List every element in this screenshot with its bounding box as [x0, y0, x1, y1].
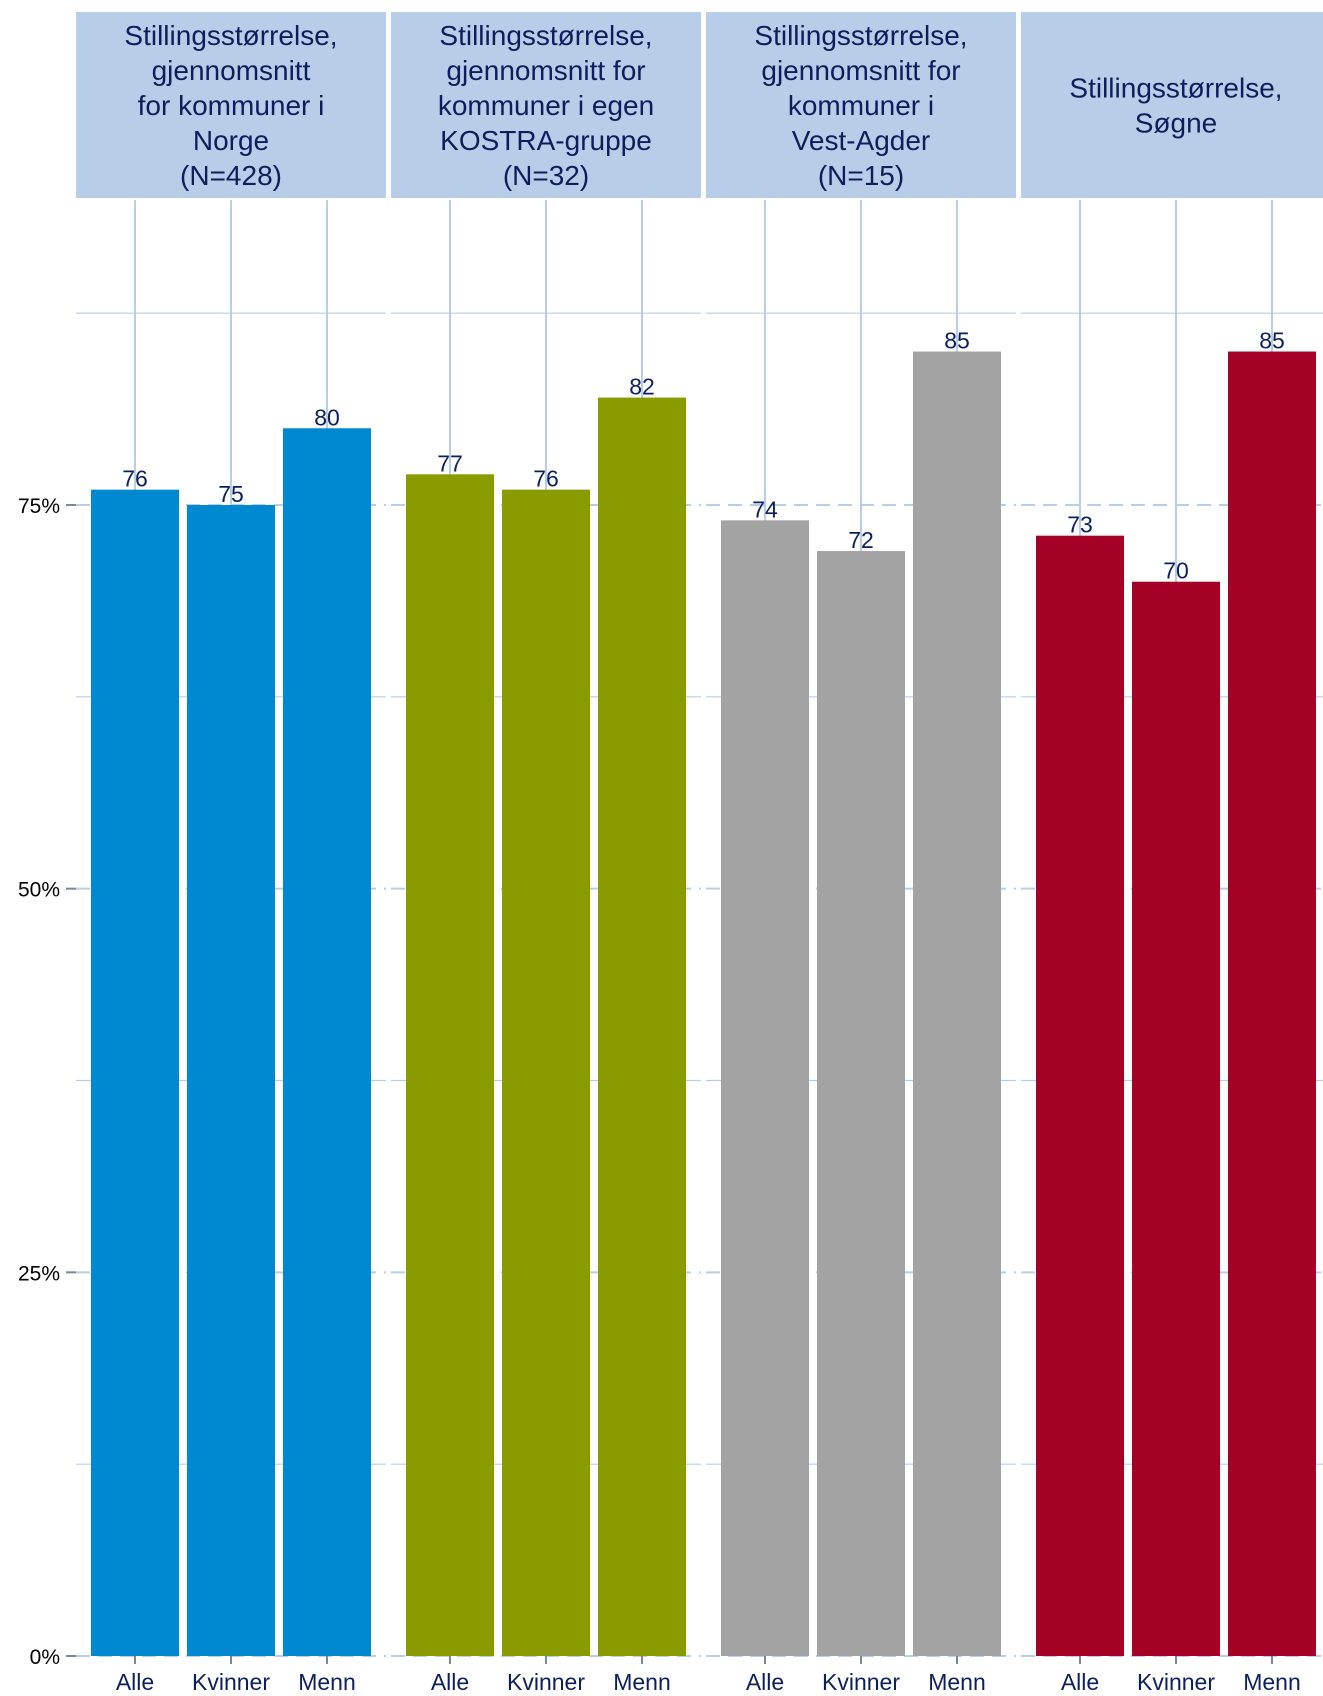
panel-header-background: [706, 12, 1016, 198]
axes: Alle Kvinner Menn Alle Kvinner Menn Alle Kvinne…: [18, 495, 1301, 1695]
x-tick-label: Menn: [613, 1669, 671, 1695]
bar-value-label: 75: [218, 481, 244, 507]
bar-value-label: 74: [752, 496, 778, 522]
x-tick-label: Alle: [431, 1669, 469, 1695]
x-tick-label: Menn: [298, 1669, 356, 1695]
panel-title-line: (N=428): [180, 160, 282, 191]
panel-title-line: Vest-Agder: [792, 125, 931, 156]
panel-title-line: Stillingsstørrelse,: [1069, 73, 1282, 104]
bar-value-label: 85: [944, 328, 970, 354]
panel-title-line: gjennomsnitt for: [446, 55, 645, 86]
panel-title-line: Stillingsstørrelse,: [754, 20, 967, 51]
panel-title-line: kommuner i egen: [438, 90, 654, 121]
x-tick-label: Alle: [116, 1669, 154, 1695]
y-tick-label: 25%: [18, 1262, 60, 1285]
bar: [187, 505, 275, 1656]
panel-title-line: gjennomsnitt: [152, 55, 311, 86]
panel-title-line: KOSTRA-gruppe: [440, 125, 652, 156]
x-tick-label: Menn: [1243, 1669, 1301, 1695]
bar: [913, 351, 1001, 1656]
bar-value-label: 72: [848, 527, 874, 553]
bar-value-label: 76: [533, 466, 559, 492]
x-tick-label: Kvinner: [507, 1669, 585, 1695]
y-tick-label: 50%: [18, 879, 60, 902]
bar-value-label: 85: [1259, 328, 1285, 354]
x-tick-label: Kvinner: [1137, 1669, 1215, 1695]
panel-title-line: kommuner i: [788, 90, 934, 121]
x-tick-label: Kvinner: [192, 1669, 270, 1695]
panel-title-line: Søgne: [1135, 108, 1218, 139]
bar: [817, 551, 905, 1656]
bar-value-label: 70: [1163, 558, 1189, 584]
bar: [406, 474, 494, 1657]
panel-title-line: (N=32): [503, 160, 589, 191]
bar: [283, 428, 371, 1657]
bar: [1036, 535, 1124, 1656]
panel-title-line: Norge: [193, 125, 269, 156]
y-tick-label: 0%: [30, 1646, 60, 1669]
bar-value-label: 77: [437, 450, 463, 476]
bar: [1132, 581, 1220, 1656]
bar: [91, 489, 179, 1656]
bar-labels: 76 75 80 77 76 82 74 72 85 73 70 85: [122, 328, 1285, 584]
bar: [721, 520, 809, 1656]
bar-value-label: 82: [629, 374, 655, 400]
panel-title-line: Stillingsstørrelse,: [124, 20, 337, 51]
bar: [1228, 351, 1316, 1656]
panel-title-line: (N=15): [818, 160, 904, 191]
panel-header-background: [391, 12, 701, 198]
bar-value-label: 80: [314, 404, 340, 430]
bar-value-label: 76: [122, 466, 148, 492]
panel-header-background: [1021, 12, 1323, 198]
panel-title-line: gjennomsnitt for: [761, 55, 960, 86]
panel-header-background: [76, 12, 386, 198]
x-tick-label: Alle: [1061, 1669, 1099, 1695]
bars: [91, 351, 1316, 1657]
panel-title-line: for kommuner i: [138, 90, 325, 121]
x-tick-label: Menn: [928, 1669, 986, 1695]
x-tick-label: Alle: [746, 1669, 784, 1695]
bar-value-label: 73: [1067, 512, 1093, 538]
y-tick-label: 75%: [18, 495, 60, 518]
bar: [502, 489, 590, 1656]
x-tick-label: Kvinner: [822, 1669, 900, 1695]
panel-title-line: Stillingsstørrelse,: [439, 20, 652, 51]
bar: [598, 397, 686, 1656]
panel-headers: Stillingsstørrelse, gjennomsnitt for kommu…: [76, 12, 1323, 198]
